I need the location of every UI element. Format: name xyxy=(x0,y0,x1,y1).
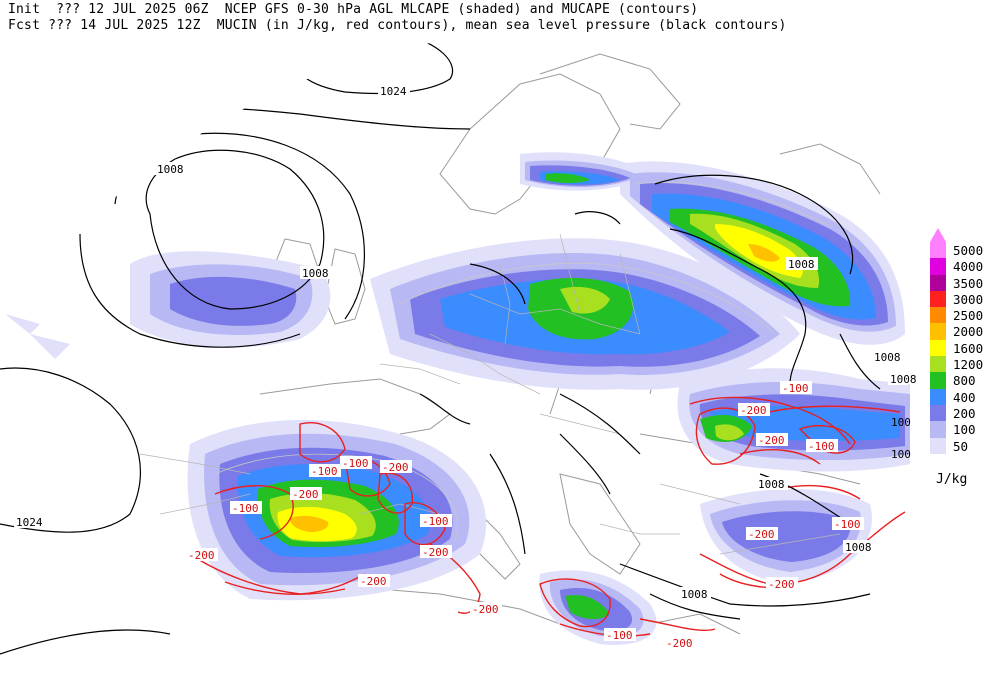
legend-swatch xyxy=(930,388,946,405)
legend-entry: 1600 xyxy=(930,339,1000,357)
cin-label: -200 xyxy=(360,575,387,588)
cin-label: -200 xyxy=(768,578,795,591)
legend-unit: J/kg xyxy=(936,472,968,487)
borders xyxy=(139,233,841,555)
legend-swatch xyxy=(930,437,946,454)
legend-swatch xyxy=(930,339,946,357)
legend-swatch xyxy=(930,421,946,438)
legend-top-arrow xyxy=(930,228,946,242)
legend-entry: 400 xyxy=(930,388,1000,405)
cin-label: -200 xyxy=(382,461,409,474)
legend-label: 2000 xyxy=(953,324,984,340)
pressure-label: 1024 xyxy=(380,85,407,98)
legend-label: 1600 xyxy=(953,340,984,356)
legend-entry: 100 xyxy=(930,421,1000,438)
pressure-label: 1008 xyxy=(890,373,917,386)
legend-entry: 50 xyxy=(930,437,1000,454)
cin-label: -200 xyxy=(740,404,767,417)
legend-label: 3000 xyxy=(953,291,984,307)
legend-swatch xyxy=(930,323,946,340)
legend-entry: 800 xyxy=(930,372,1000,389)
cin-label: -100 xyxy=(808,440,835,453)
contour-label: 100 xyxy=(891,416,911,429)
cin-label: -200 xyxy=(292,488,319,501)
legend-swatch xyxy=(930,242,946,259)
pressure-label: 1008 xyxy=(302,267,329,280)
legend-label: 100 xyxy=(953,422,976,438)
legend-entry: 3000 xyxy=(930,290,1000,308)
legend-label: 4000 xyxy=(953,259,984,275)
legend-swatch xyxy=(930,307,946,324)
pressure-label: 1008 xyxy=(758,478,785,491)
cin-label: -100 xyxy=(311,465,338,478)
legend-swatch xyxy=(930,258,946,275)
cin-label: -200 xyxy=(422,546,449,559)
contour-label: 100 xyxy=(891,448,911,461)
cin-label: -200 xyxy=(188,549,215,562)
legend-entry: 2000 xyxy=(930,323,1000,340)
pressure-labels: 1024 1008 1008 1008 1008 1008 1008 1008 … xyxy=(14,84,917,601)
cin-label: -100 xyxy=(834,518,861,531)
legend-entry: 4000 xyxy=(930,258,1000,275)
legend-swatch xyxy=(930,404,946,422)
cape-shading xyxy=(5,152,910,645)
pressure-label: 1008 xyxy=(157,163,184,176)
legend-entry: 2500 xyxy=(930,307,1000,324)
legend-label: 5000 xyxy=(953,243,984,258)
legend-entry: 200 xyxy=(930,404,1000,422)
legend-entry: 1200 xyxy=(930,356,1000,373)
cin-label: -100 xyxy=(606,629,633,642)
legend-label: 50 xyxy=(953,438,969,454)
legend-swatch xyxy=(930,274,946,291)
cin-labels: -100 -100 -200 -100 -200 -100 -200 -200 … xyxy=(186,381,864,650)
cin-label: -100 xyxy=(782,382,809,395)
legend-label: 1200 xyxy=(953,357,984,373)
legend-swatch xyxy=(930,290,946,308)
header-line-init: Init ??? 12 JUL 2025 06Z NCEP GFS 0-30 h… xyxy=(8,2,699,17)
cin-label: -100 xyxy=(422,515,449,528)
extra-labels: 100 100 xyxy=(891,416,911,461)
pressure-label: 1024 xyxy=(16,516,43,529)
color-legend: 5000 4000 3500 3000 2500 2000 1600 1200 800 400 20… xyxy=(930,228,1000,454)
header-line-forecast: Fcst ??? 14 JUL 2025 12Z MUCIN (in J/kg,… xyxy=(8,18,787,33)
pressure-label: 1008 xyxy=(681,588,708,601)
legend-entry: 3500 xyxy=(930,274,1000,291)
legend-label: 2500 xyxy=(953,308,984,324)
cin-label: -200 xyxy=(748,528,775,541)
cin-label: -200 xyxy=(666,637,693,650)
pressure-label: 1008 xyxy=(874,351,901,364)
legend-label: 800 xyxy=(953,373,976,389)
cin-contours xyxy=(189,396,906,637)
legend-swatch xyxy=(930,372,946,389)
legend-label: 3500 xyxy=(953,275,984,291)
weather-map: 1024 1008 1008 1008 1008 1008 1008 1008 … xyxy=(0,34,917,655)
pressure-label: 1008 xyxy=(845,541,872,554)
legend-swatch xyxy=(930,356,946,373)
cin-label: -200 xyxy=(758,434,785,447)
cin-label: -100 xyxy=(342,457,369,470)
pressure-label: 1008 xyxy=(788,258,815,271)
legend-label: 200 xyxy=(953,405,976,421)
legend-label: 400 xyxy=(953,389,976,405)
cin-label: -200 xyxy=(472,603,499,616)
legend-entry: 5000 xyxy=(930,242,1000,259)
cin-label: -100 xyxy=(232,502,259,515)
